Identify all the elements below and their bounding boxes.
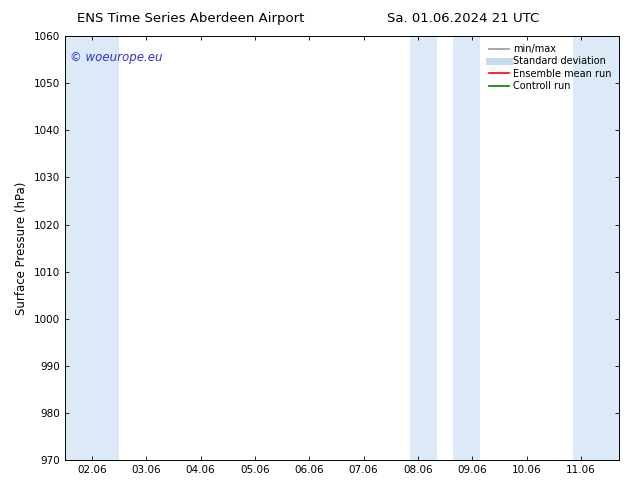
Bar: [65, 36, 119, 460]
Legend: min/max, Standard deviation, Ensemble mean run, Controll run: min/max, Standard deviation, Ensemble me…: [486, 41, 614, 94]
Bar: [453, 36, 481, 460]
Bar: [410, 36, 437, 460]
Text: ENS Time Series Aberdeen Airport: ENS Time Series Aberdeen Airport: [77, 12, 304, 25]
Text: Sa. 01.06.2024 21 UTC: Sa. 01.06.2024 21 UTC: [387, 12, 539, 25]
Y-axis label: Surface Pressure (hPa): Surface Pressure (hPa): [15, 181, 28, 315]
Text: © woeurope.eu: © woeurope.eu: [70, 51, 163, 64]
Bar: [573, 36, 619, 460]
